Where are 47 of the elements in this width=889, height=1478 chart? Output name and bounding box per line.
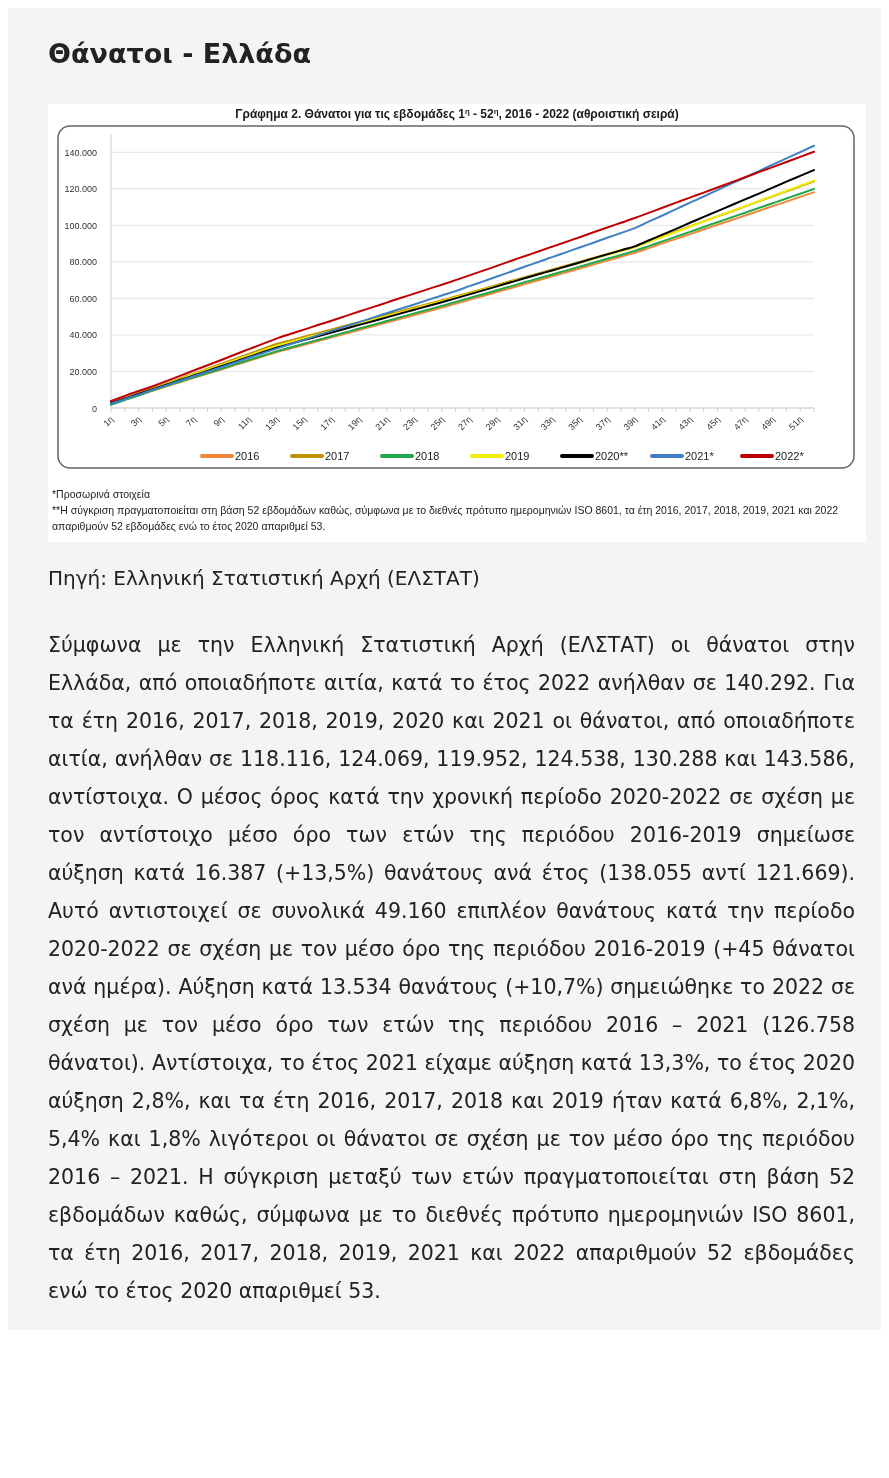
y-tick-label: 100.000 [64, 220, 97, 231]
legend-label: 2020** [595, 450, 629, 462]
x-tick-label: 29η [483, 414, 502, 433]
x-tick-label: 23η [400, 414, 419, 433]
x-tick-label: 37η [593, 414, 612, 433]
x-tick-label: 41η [649, 414, 667, 433]
x-tick-label: 43η [676, 414, 695, 433]
x-tick-label: 33η [538, 414, 557, 433]
y-tick-label: 120.000 [64, 184, 97, 195]
legend-label: 2022* [775, 450, 805, 462]
x-tick-label: 19η [345, 414, 364, 433]
x-tick-label: 15η [290, 414, 309, 433]
y-tick-label: 40.000 [69, 330, 97, 341]
x-tick-label: 47η [731, 414, 750, 433]
y-tick-label: 140.000 [64, 147, 97, 158]
y-tick-label: 80.000 [69, 257, 97, 268]
x-tick-label: 3η [128, 414, 143, 429]
x-tick-label: 17η [318, 414, 336, 433]
chart-title: Θάνατοι - Ελλάδα [47, 37, 312, 71]
x-tick-label: 35η [566, 414, 585, 433]
text: Σύμφωνα με την Ελληνική Στατιστική Αρχή (ΕΛΣΤΑΤ) οι θάνατοι στην Ελλάδα, από οποιαδήποτε αιτία, κατά το έτος 2022 ανήλθαν σε 140.292. Για τα έτη 2016, 2017, 2018, 2019, 2020 και 2021 οι θάνατοι, από οποιαδήποτε αιτία, ανήλθαν σε 118.116, 124.069, 119.952, 124.538, 130.288 και 143.586, αντίστοιχα. Ο μέσος όρος κατά την χρονική περίοδο 2020-2022 σε σχέση με τον αντίστοιχο μέσο όρο των ετών της περιόδου 2016-2019 σημείωσε αύξηση κατά 16.387 (+13,5%) θανάτους ανά έτος (138.055 αντί 121.669). Αυτό αντιστοιχεί σε συνολικά 49.160 επιπλέον θανάτους κατά την περίοδο 2020-2022 σε σχέση με τον μέσο όρο της περιόδου 2016-2019 (+45 θάνατοι ανά ημέρα). Αύξηση κατά 13.534 θανάτους (+10,7%) σημειώθηκε το 2022 σε σχέση με τον μέσο όρο των ετών της περιόδου 2016 – 2021 (126.758 θάνατοι). Αντίστοιχα, το έτος 2021 είχαμε αύξηση κατά 13,3%, το έτος 2020 αύξηση 2,8%, και τα έτη 2016, 2017, 2018 και 2019 ήταν κατά 6,8%, 2,1%, 5,4% και 1,8% λιγότεροι οι θάνατοι σε σχέση με τον μέσο όρο της περιόδου 2016 – 2021. Η σύγκριση μεταξύ των ετών πραγματοποιείται στη βάση 52 εβδομάδων καθώς, σύμφωνα με το διεθνές πρότυπο ημερομηνιών ISO 8601, τα έτη 2016, 2017, 2018, 2019, 2021 και 2022 απαριθμούν 52 εβδομάδες ενώ το έτος 2020 απαριθμεί 53. [48, 633, 855, 1303]
text: Πηγή: Ελληνική Στατιστική Αρχή (ΕΛΣΤΑΤ) [48, 566, 481, 590]
x-tick-label: 27η [456, 414, 474, 433]
x-tick-label: 1η [101, 414, 116, 429]
x-tick-label: 9η [211, 414, 226, 429]
y-tick-label: 60.000 [69, 293, 97, 304]
x-tick-label: 5η [156, 414, 171, 429]
x-tick-label: 21η [373, 414, 392, 433]
legend-label: 2016 [235, 450, 260, 462]
x-tick-label: 39η [621, 414, 640, 433]
text: *Προσωρινά στοιχεία [52, 487, 151, 502]
x-tick-label: 49η [759, 414, 778, 433]
x-tick-label: 45η [704, 414, 722, 433]
y-tick-label: 20.000 [69, 366, 97, 377]
x-tick-label: 7η [183, 414, 199, 429]
x-tick-label: 11η [236, 414, 254, 432]
legend-label: 2021* [685, 450, 715, 462]
text: **Η σύγκριση πραγματοποιείται στη βάση 52 εβδομάδων καθώς, σύμφωνα με το διεθνές πρότυπο ημερομηνιών ISO 8601, τα έτη 2016, 2017, 2018, 2019, 2021 και 2022 απαριθμούν 52 εβδομάδες ενώ το έτος 2020 απαριθμεί 53. [52, 503, 840, 534]
x-tick-label: 13η [263, 414, 281, 433]
y-tick-label: 0 [91, 403, 97, 414]
legend-label: 2019 [505, 450, 530, 462]
x-tick-label: 25η [428, 414, 447, 433]
x-tick-label: 31η [511, 414, 529, 433]
x-tick-label: 51η [786, 414, 805, 433]
chart-subtitle: Γράφημα 2. Θάνατοι για τις εβδομάδες 1$^{η}$ - 52$^{η}$, 2016 - 2022 (αθροιστική σειρά) [235, 106, 679, 121]
legend-label: 2018 [415, 450, 440, 462]
legend-label: 2017 [325, 450, 350, 462]
